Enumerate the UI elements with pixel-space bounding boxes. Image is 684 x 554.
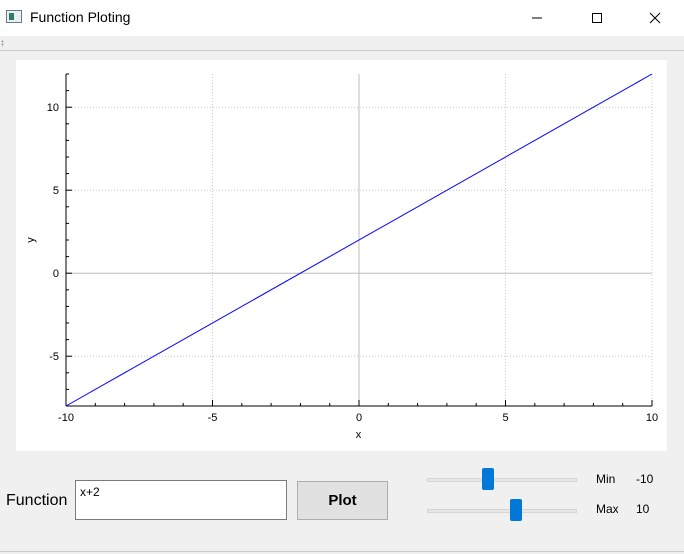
x-axis-label: x (356, 429, 362, 441)
close-icon (649, 12, 661, 24)
x-tick-label: 5 (502, 412, 508, 424)
maximize-icon (592, 13, 602, 23)
app-icon (6, 10, 22, 23)
max-slider-handle[interactable] (510, 499, 522, 521)
plot-area: -10 -5 0 5 10 -5 0 5 10 x y (16, 60, 667, 451)
y-tick-label: 0 (53, 268, 59, 280)
max-label: Max (596, 502, 618, 516)
min-slider-handle[interactable] (482, 468, 494, 490)
min-slider-groove (427, 478, 577, 482)
function-label: Function (6, 492, 68, 509)
y-tick-label: 10 (47, 102, 59, 114)
max-value: 10 (636, 502, 650, 516)
close-button[interactable] (632, 0, 678, 36)
maximize-button[interactable] (574, 0, 620, 36)
minimize-button[interactable] (514, 0, 560, 36)
min-label: Min (596, 472, 616, 486)
x-tick-label: -5 (208, 412, 218, 424)
y-tick-label: 5 (53, 185, 59, 197)
window-title: Function Ploting (30, 9, 131, 25)
max-slider-groove (427, 509, 577, 513)
x-tick-label: 0 (356, 412, 362, 424)
x-tick-label: -10 (58, 412, 74, 424)
function-plot: -10 -5 0 5 10 -5 0 5 10 x y (25, 73, 658, 441)
toolbar-strip (0, 36, 684, 51)
min-value: -10 (636, 472, 654, 486)
y-axis-label: y (25, 237, 37, 243)
window-bottom-edge (0, 551, 684, 552)
series-line (65, 73, 653, 407)
toolbar-grip[interactable] (1, 40, 4, 47)
plot-button[interactable]: Plot (297, 481, 388, 520)
function-input[interactable]: x+2 (75, 480, 287, 520)
y-tick-label: -5 (49, 351, 59, 363)
x-tick-label: 10 (646, 412, 658, 424)
min-slider[interactable] (427, 468, 577, 492)
title-bar: Function Ploting (0, 0, 684, 36)
max-slider[interactable] (427, 499, 577, 523)
minimize-icon (532, 17, 542, 19)
